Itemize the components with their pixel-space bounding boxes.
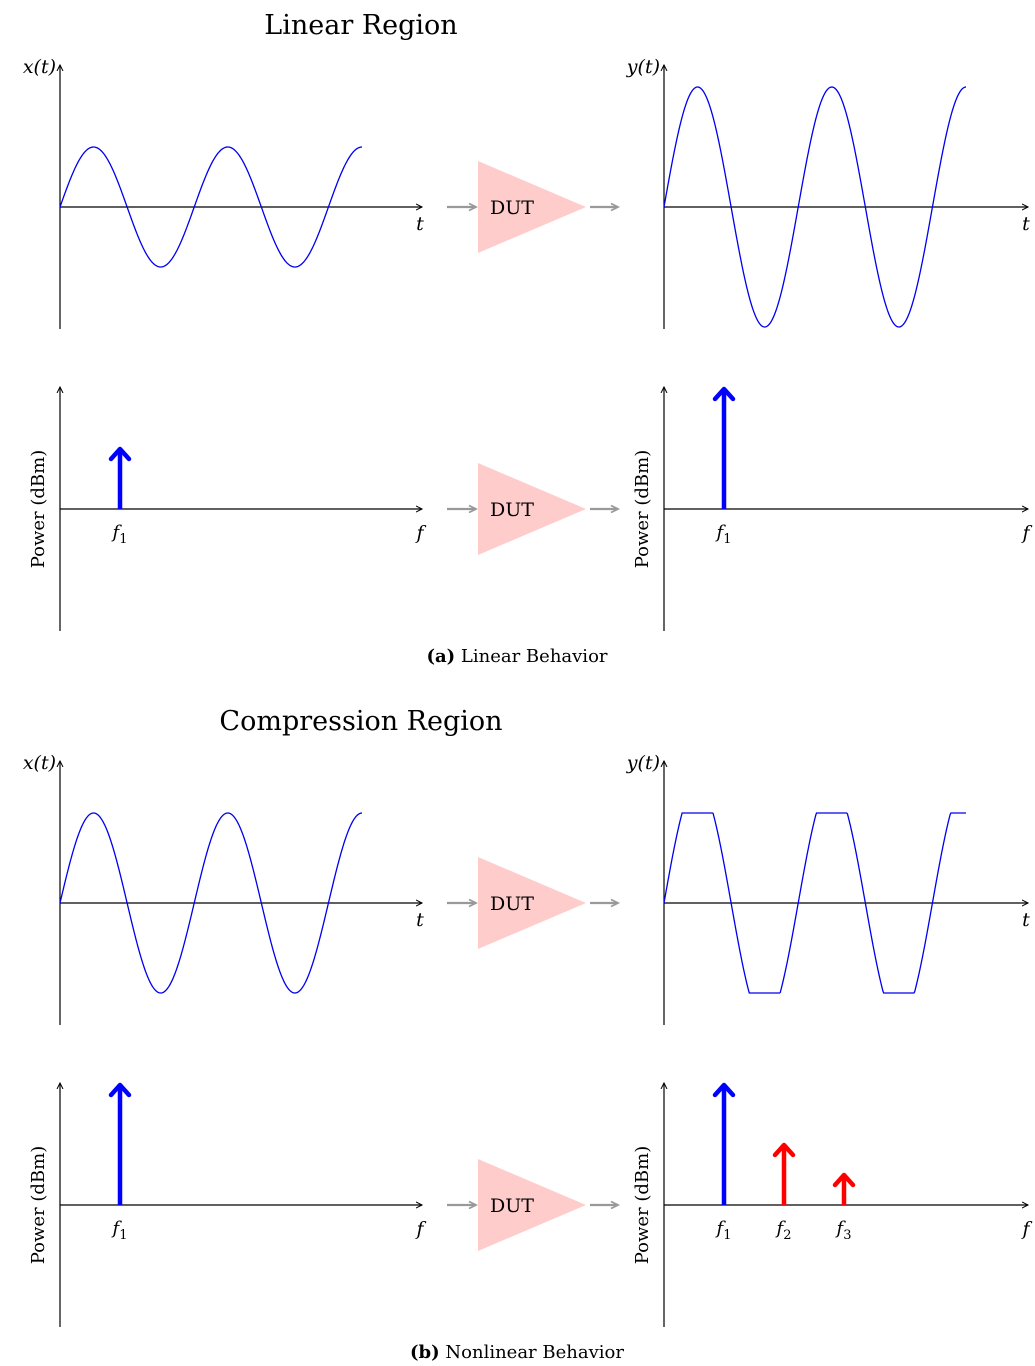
- output-time-x-axis-label: t: [1022, 909, 1030, 931]
- caption-text: Linear Behavior: [461, 646, 608, 667]
- input-spectrum-power-axis-label: Power (dBm): [28, 450, 49, 568]
- output-time-y-axis-label: y(t): [626, 56, 660, 78]
- region-label: Linear Region: [264, 10, 457, 41]
- dut-time-label: DUT: [490, 893, 534, 915]
- output-time-y-axis-label: y(t): [626, 752, 660, 774]
- input-spectrum-tone-f1-head: [108, 1082, 132, 1098]
- output-spectrum-tone-f2-label-subscript: 2: [783, 1228, 791, 1243]
- caption-tag: (b): [410, 1342, 440, 1363]
- input-spectrum-power-axis-label: Power (dBm): [28, 1146, 49, 1264]
- output-spectrum-power-axis-label: Power (dBm): [632, 1146, 653, 1264]
- input-spectrum-frequency-axis-label: f: [414, 522, 426, 544]
- output-spectrum-tone-f1-label-subscript: 1: [723, 1228, 731, 1243]
- output-spectrum-frequency-axis-label: f: [1020, 1218, 1032, 1240]
- output-spectrum-tone-f2-head: [772, 1142, 796, 1158]
- input-spectrum-tone-f1: [108, 446, 132, 509]
- output-spectrum-tone-f1-label: f1: [715, 1218, 732, 1243]
- output-spectrum-tone-f1-head: [712, 1082, 736, 1098]
- output-spectrum-tone-f3: [832, 1172, 856, 1205]
- output-spectrum-tone-f2-label: f2: [775, 1218, 792, 1243]
- input-spectrum-frequency-axis-label: f: [414, 1218, 426, 1240]
- output-time-x-axis-label: t: [1022, 213, 1030, 235]
- caption-tag: (a): [426, 646, 455, 667]
- region-label: Compression Region: [219, 706, 502, 737]
- input-spectrum-tone-f1-label: f1: [111, 522, 128, 547]
- input-spectrum-tone-f1: [108, 1082, 132, 1205]
- output-spectrum-tone-f3-label-subscript: 3: [843, 1228, 851, 1243]
- output-waveform: [663, 812, 966, 994]
- input-spectrum-tone-f1-head: [108, 446, 132, 462]
- output-spectrum-tone-f3-label: f3: [835, 1218, 852, 1243]
- output-spectrum-tone-f2: [772, 1142, 796, 1205]
- dut-spectrum-label: DUT: [490, 1195, 534, 1217]
- dut-time-triangle: [478, 857, 586, 949]
- input-waveform: [59, 812, 363, 994]
- dut-time-triangle: [478, 161, 586, 253]
- dut-spectrum-triangle: [478, 1159, 586, 1251]
- input-time-y-axis-label: x(t): [23, 752, 56, 774]
- output-spectrum-tone-f1: [712, 1082, 736, 1205]
- output-spectrum-power-axis-label: Power (dBm): [632, 450, 653, 568]
- dut-time-label: DUT: [490, 197, 534, 219]
- input-spectrum-tone-f1-label: f1: [111, 1218, 128, 1243]
- input-waveform: [59, 146, 363, 268]
- input-time-x-axis-label: t: [416, 213, 424, 235]
- output-spectrum-tone-f1-label: f1: [715, 522, 732, 547]
- caption: (a) Linear Behavior: [426, 646, 607, 667]
- panel-b: Compression Region x(t) t DUT y(t) t Power (dB…: [23, 706, 1033, 1363]
- output-spectrum-tone-f3-head: [832, 1172, 856, 1188]
- input-spectrum-tone-f1-label-subscript: 1: [119, 532, 127, 547]
- output-spectrum-tone-f1-label-subscript: 1: [723, 532, 731, 547]
- output-spectrum-tone-f1: [712, 386, 736, 509]
- caption: (b) Nonlinear Behavior: [410, 1342, 624, 1363]
- input-time-y-axis-label: x(t): [23, 56, 56, 78]
- output-spectrum-frequency-axis-label: f: [1020, 522, 1032, 544]
- input-spectrum-tone-f1-label-subscript: 1: [119, 1228, 127, 1243]
- output-waveform: [663, 86, 967, 328]
- dut-spectrum-label: DUT: [490, 499, 534, 521]
- dut-spectrum-triangle: [478, 463, 586, 555]
- output-spectrum-tone-f1-head: [712, 386, 736, 402]
- caption-text: Nonlinear Behavior: [445, 1342, 624, 1363]
- input-time-x-axis-label: t: [416, 909, 424, 931]
